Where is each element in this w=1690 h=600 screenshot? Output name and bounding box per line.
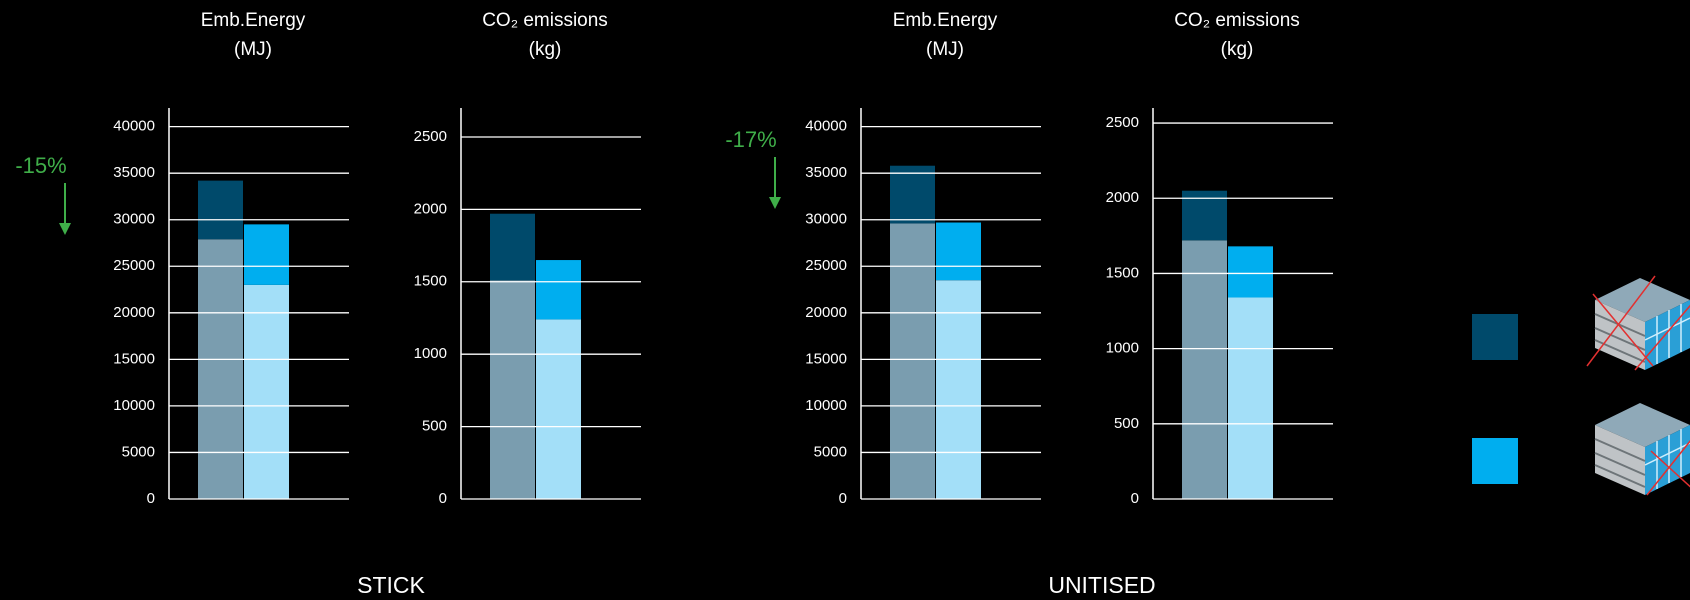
chart: Emb.Energy (MJ) 0 5000 10000 15000 20000 25000 3…: [725, 10, 1041, 507]
chart-title: (MJ): [926, 39, 964, 60]
bar-segment: [1228, 246, 1273, 298]
bar-segment: [890, 223, 935, 499]
chart-title: (kg): [529, 39, 562, 60]
bar-segment: [244, 284, 289, 499]
chart-title: Emb.Energy: [201, 10, 306, 31]
y-tick-label: 5000: [814, 443, 847, 460]
annotation: -15%: [15, 153, 66, 178]
y-tick-label: 0: [439, 490, 447, 507]
legend-swatch: [1472, 438, 1518, 484]
chart-title: (kg): [1221, 39, 1254, 60]
y-tick-label: 40000: [805, 118, 847, 135]
chart-title: CO₂ emissions: [482, 10, 608, 31]
y-tick-label: 40000: [113, 118, 155, 135]
bar-segment: [198, 180, 243, 240]
y-tick-label: 0: [147, 490, 155, 507]
bar-segment: [536, 319, 581, 499]
y-tick-label: 35000: [805, 164, 847, 181]
y-tick-label: 10000: [805, 397, 847, 414]
section-label: UNITISED: [1048, 572, 1155, 598]
y-tick-label: 1000: [414, 345, 447, 362]
y-tick-label: 5000: [122, 443, 155, 460]
y-tick-label: 20000: [113, 304, 155, 321]
chart-title: Emb.Energy: [893, 10, 998, 31]
bar-segment: [936, 280, 981, 499]
y-tick-label: 2000: [1106, 189, 1139, 206]
bar-segment: [490, 280, 535, 499]
y-tick-label: 30000: [113, 211, 155, 228]
building-icon: [1586, 275, 1690, 371]
section-label: STICK: [357, 572, 425, 598]
bar-segment: [536, 260, 581, 320]
chart-title: (MJ): [234, 39, 272, 60]
y-tick-label: 15000: [805, 350, 847, 367]
annotation: -17%: [725, 127, 776, 152]
y-tick-label: 15000: [113, 350, 155, 367]
chart: CO₂ emissions (kg) 0 500 1000 1500 2000 2500: [1106, 10, 1333, 507]
y-tick-label: 30000: [805, 211, 847, 228]
y-tick-label: 1500: [414, 273, 447, 290]
y-tick-label: 10000: [113, 397, 155, 414]
y-tick-label: 500: [422, 418, 447, 435]
y-tick-label: 500: [1114, 415, 1139, 432]
annotation-arrowhead: [769, 197, 781, 209]
bar-segment: [936, 222, 981, 281]
y-tick-label: 2000: [414, 200, 447, 217]
y-tick-label: 1000: [1106, 340, 1139, 357]
y-tick-label: 0: [839, 490, 847, 507]
bar-segment: [490, 213, 535, 281]
chart: Emb.Energy (MJ) 0 5000 10000 15000 20000 25000 3…: [15, 10, 349, 507]
legend: [1586, 275, 1690, 496]
bar-segment: [1228, 297, 1273, 499]
chart: CO₂ emissions (kg) 0 500 1000 1500 2000 2500: [414, 10, 641, 507]
bar-segment: [890, 165, 935, 224]
y-tick-label: 25000: [805, 257, 847, 274]
bar-segment: [1182, 240, 1227, 500]
building-icon: [1594, 403, 1690, 496]
bar-segment: [1182, 190, 1227, 241]
y-tick-label: 20000: [805, 304, 847, 321]
chart-title: CO₂ emissions: [1174, 10, 1300, 31]
bar-segment: [198, 239, 243, 499]
y-tick-label: 35000: [113, 164, 155, 181]
y-tick-label: 2500: [414, 128, 447, 145]
annotation-arrowhead: [59, 223, 71, 235]
bar-segment: [244, 224, 289, 285]
y-tick-label: 1500: [1106, 264, 1139, 281]
y-tick-label: 0: [1131, 490, 1139, 507]
y-tick-label: 2500: [1106, 114, 1139, 131]
y-tick-label: 25000: [113, 257, 155, 274]
legend-swatch: [1472, 314, 1518, 360]
